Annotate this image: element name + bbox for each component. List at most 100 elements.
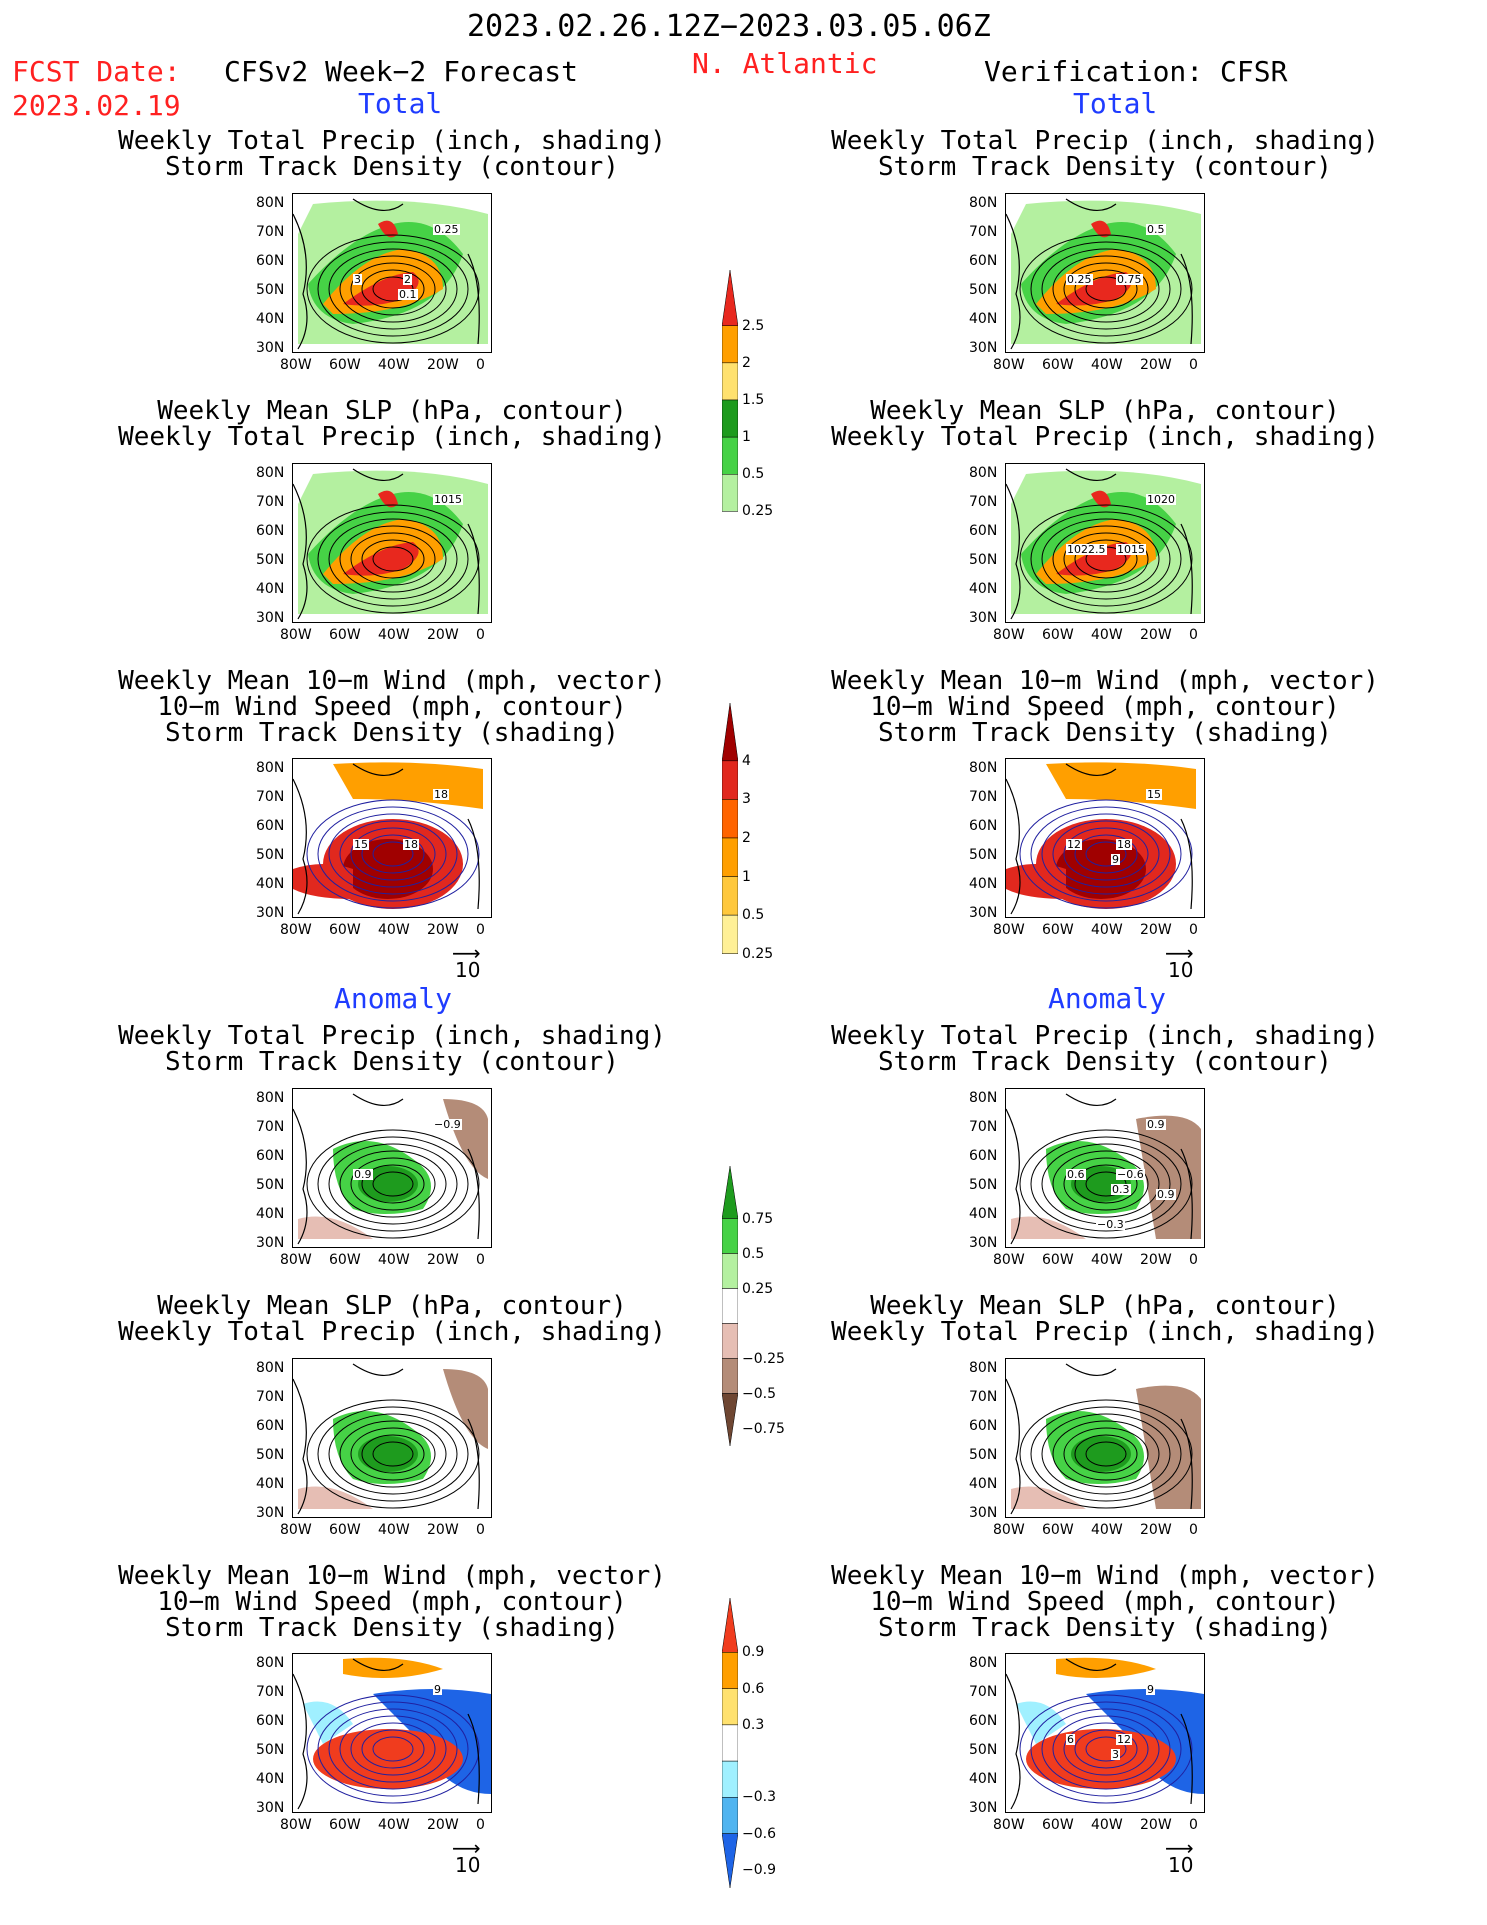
contour-line (1030, 1701, 1182, 1797)
lon-label: 40W (378, 357, 410, 373)
anom-dry-south (298, 1216, 373, 1239)
contour-line (1063, 1157, 1149, 1211)
contour-line (1052, 820, 1160, 888)
contour-line (1041, 248, 1171, 330)
lon-label: 80W (280, 1817, 312, 1833)
lat-label: 70N (256, 1119, 285, 1135)
lat-label: 60N (256, 253, 285, 269)
contour-value-label: 3 (353, 273, 362, 286)
contour-line (1019, 1694, 1193, 1804)
lon-label: 20W (427, 627, 459, 643)
lat-label: 70N (969, 1684, 998, 1700)
contour-value-label: 1015 (1116, 543, 1146, 556)
lon-label: 40W (1091, 922, 1123, 938)
coastline-greenland (352, 198, 404, 211)
lat-label: 30N (969, 905, 998, 921)
panel-title-line: Storm Track Density (shading) (165, 718, 619, 748)
colorbar-segment (721, 1218, 739, 1254)
coastline-americas (1006, 778, 1021, 915)
lat-label: 30N (969, 340, 998, 356)
coastline-americas (293, 778, 308, 915)
colorbar-segment (721, 1760, 739, 1798)
lat-label: 40N (969, 1476, 998, 1492)
track-west-region (293, 864, 353, 899)
lon-label: 40W (378, 627, 410, 643)
contour-line (317, 1406, 469, 1502)
lon-label: 0 (1189, 357, 1198, 373)
contour-line (1041, 1413, 1171, 1495)
contour-value-label: 2 (403, 273, 412, 286)
fcst-date-label: FCST Date: (12, 55, 181, 88)
panel-title-line: 10−m Wind Speed (mph, contour) (157, 692, 627, 722)
lat-label: 60N (256, 1418, 285, 1434)
vector-reference-value: 10 (1168, 958, 1194, 982)
lat-label: 70N (256, 1389, 285, 1405)
anom-high-track-region (1026, 1729, 1176, 1789)
lon-label: 20W (1140, 1252, 1172, 1268)
map-panel-l6: 9 (292, 1653, 492, 1813)
contour-line (350, 1157, 436, 1211)
anom-wet-max (358, 1166, 418, 1202)
anom-wet-max (1071, 1436, 1131, 1472)
map-canvas (1006, 762, 1196, 915)
contour-line (1085, 841, 1127, 867)
lon-label: 80W (993, 1817, 1025, 1833)
track-max-region (1056, 839, 1146, 899)
anom-dry-south (1011, 1216, 1086, 1239)
lat-label: 70N (969, 1389, 998, 1405)
section-total-right: Total (1073, 87, 1158, 120)
coastline-americas (293, 483, 308, 620)
contour-line (1063, 1427, 1149, 1481)
panel-title-line: Weekly Mean 10−m Wind (mph, vector) (118, 1561, 666, 1591)
panel-title-line: Weekly Total Precip (inch, shading) (118, 126, 666, 156)
contour-line (361, 539, 425, 579)
contour-line (1019, 504, 1193, 614)
map-panel-l2: 1015 (292, 463, 492, 623)
contour-line (328, 1143, 458, 1225)
colorbar-segment (721, 914, 739, 954)
coastline-europe-africa (1180, 253, 1193, 345)
precip-extreme-region (1056, 272, 1132, 306)
coastline-americas (293, 1378, 308, 1515)
panel-title-line: Weekly Mean SLP (hPa, contour) (157, 396, 627, 426)
track-west-region (1006, 864, 1066, 899)
precip-extreme-north (1091, 490, 1111, 508)
lon-label: 0 (476, 1522, 485, 1538)
contour-line (361, 1164, 425, 1204)
coastline-europe-africa (467, 1713, 480, 1805)
contour-value-label: 18 (1116, 838, 1132, 851)
map-canvas (1006, 1654, 1204, 1812)
contour-line (339, 1420, 447, 1488)
coastline-europe-africa (1180, 818, 1193, 910)
panel-title-line: Storm Track Density (contour) (165, 1047, 619, 1077)
lon-label: 80W (993, 1522, 1025, 1538)
colorbar-anom-precip (721, 1165, 739, 1447)
colorbar-segment (721, 876, 739, 916)
panel-title-line: Weekly Mean SLP (hPa, contour) (870, 1291, 1340, 1321)
lat-label: 50N (969, 847, 998, 863)
contour-line (317, 806, 469, 902)
lat-label: 70N (969, 494, 998, 510)
contour-line (1085, 1736, 1127, 1762)
lat-label: 80N (969, 760, 998, 776)
lon-label: 60W (1042, 1522, 1074, 1538)
lat-label: 80N (256, 1090, 285, 1106)
contour-line (372, 546, 414, 572)
lat-label: 70N (256, 1684, 285, 1700)
anom-high-track-region (313, 1729, 463, 1789)
lat-label: 30N (256, 610, 285, 626)
coastline-europe-africa (467, 1148, 480, 1240)
lon-label: 40W (378, 1252, 410, 1268)
contour-value-label: 1015 (433, 493, 463, 506)
contour-line (1030, 806, 1182, 902)
precip-extreme-region (343, 542, 419, 576)
contour-value-label: 15 (1146, 788, 1162, 801)
colorbar-tick-label: 0.5 (742, 466, 765, 483)
lon-label: 60W (329, 922, 361, 938)
contour-value-label: 1022.5 (1066, 543, 1107, 556)
colorbar-segment (721, 799, 739, 839)
coastline-greenland (1065, 1093, 1117, 1106)
lat-label: 80N (969, 1090, 998, 1106)
contour-value-label: 12 (1116, 1733, 1132, 1746)
contour-line (1074, 1434, 1138, 1474)
